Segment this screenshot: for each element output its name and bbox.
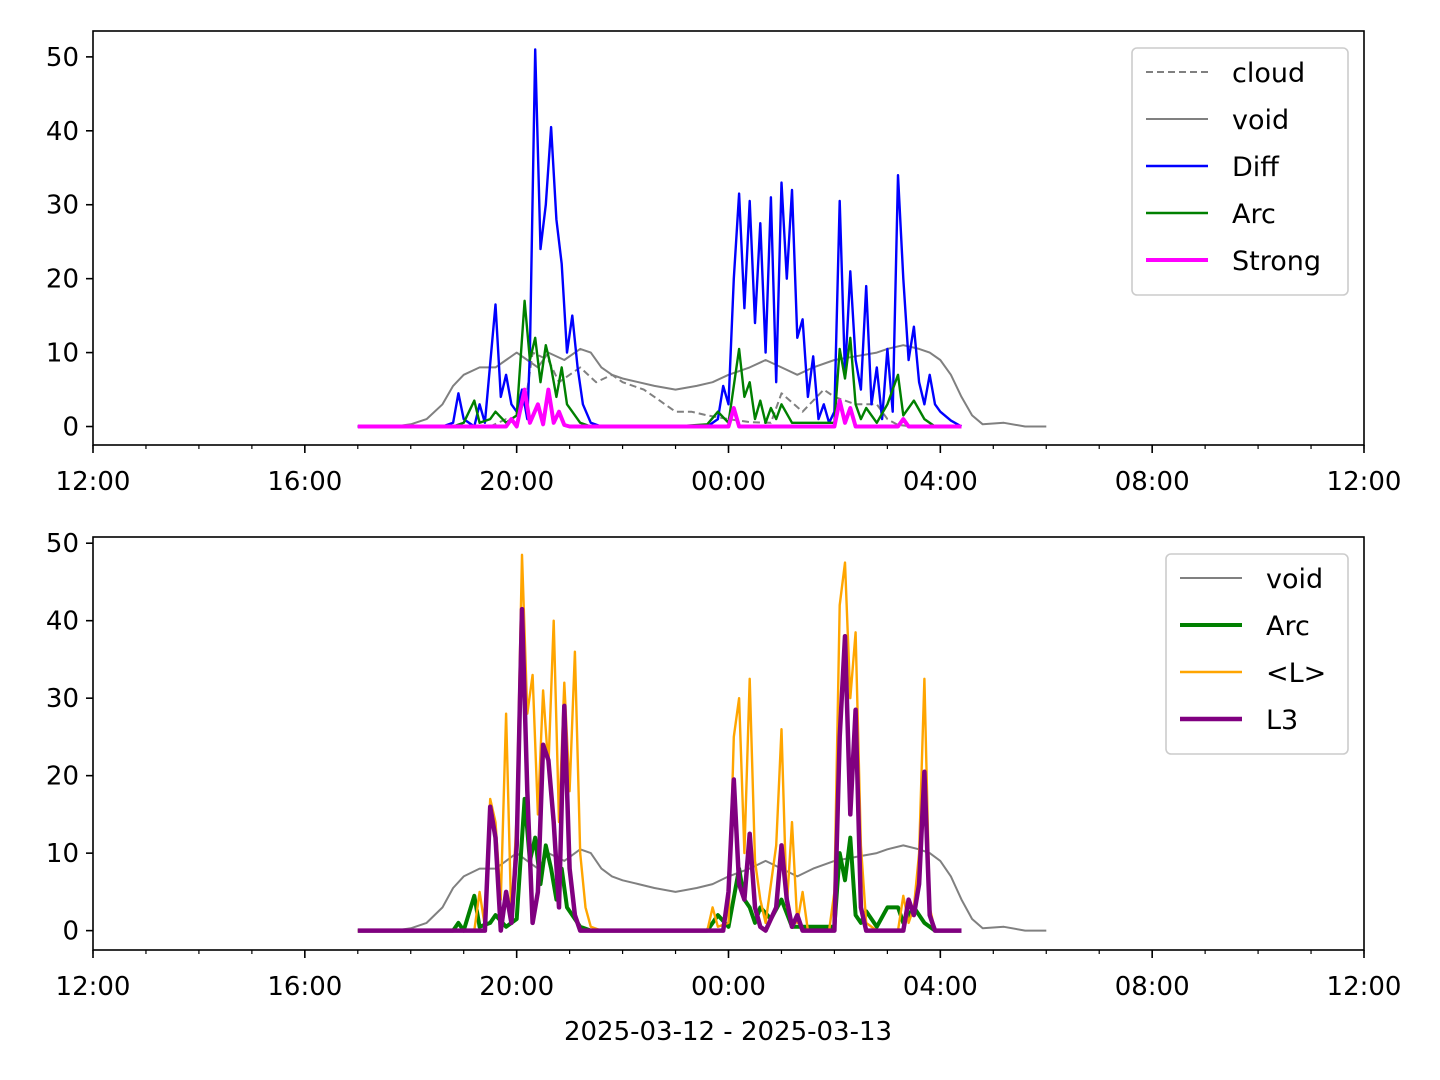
y-tick-label: 10: [46, 339, 79, 369]
legend-label: void: [1232, 105, 1289, 136]
legend-label: L3: [1266, 705, 1298, 736]
y-tick-label: 40: [46, 607, 79, 637]
x-tick-label: 20:00: [479, 972, 554, 1002]
y-tick-label: 40: [46, 117, 79, 147]
x-tick-label: 04:00: [903, 972, 978, 1002]
legend-label: Arc: [1232, 199, 1276, 230]
series-line-arc: [357, 796, 962, 933]
x-tick-label: 04:00: [903, 467, 978, 497]
series-line-void: [357, 344, 1047, 428]
y-tick-label: 0: [62, 917, 79, 947]
y-tick-label: 20: [46, 762, 79, 792]
series-line-l3: [357, 606, 962, 933]
series-line-strong: [357, 387, 962, 429]
series-line-void: [357, 844, 1047, 932]
legend-label: void: [1266, 564, 1323, 595]
legend: cloud void Diff Arc Strong: [1131, 47, 1349, 296]
legend-box: [1165, 553, 1349, 755]
x-tick-label: 08:00: [1115, 972, 1190, 1002]
x-tick-label: 12:00: [56, 972, 131, 1002]
bottom-panel: 0 10 20 30 40 50 12:00 16:00 20:00 00:00 04:00 08:0…: [46, 529, 1402, 1002]
legend-label: cloud: [1232, 58, 1305, 89]
legend-box: [1131, 47, 1349, 296]
x-tick-label: 00:00: [691, 467, 766, 497]
x-tick-label: 20:00: [479, 467, 554, 497]
x-axis-label: 2025-03-12 - 2025-03-13: [564, 1017, 892, 1047]
y-tick-label: 0: [62, 413, 79, 443]
x-tick-label: 12:00: [1327, 467, 1402, 497]
x-tick-label: 12:00: [56, 467, 131, 497]
series-line-l: [357, 553, 962, 932]
series-line-diff: [357, 48, 963, 428]
x-tick-label: 00:00: [691, 972, 766, 1002]
y-tick-label: 30: [46, 191, 79, 221]
x-tick-label: 16:00: [267, 467, 342, 497]
series-line-cloud: [357, 351, 914, 428]
legend-label: Arc: [1266, 611, 1310, 642]
y-tick-label: 20: [46, 265, 79, 295]
legend-label: Strong: [1232, 246, 1321, 277]
top-panel: 0 10 20 30 40 50 12:00 16:00 20:00 00:00 04:00 08:0…: [46, 30, 1402, 497]
y-tick-label: 50: [46, 529, 79, 559]
y-tick-label: 50: [46, 43, 79, 73]
series-line-arc: [357, 299, 962, 428]
legend: void Arc <L> L3: [1165, 553, 1349, 755]
legend-label: <L>: [1266, 658, 1326, 689]
y-tick-label: 30: [46, 684, 79, 714]
y-tick-label: 10: [46, 839, 79, 869]
x-tick-label: 16:00: [267, 972, 342, 1002]
x-tick-label: 08:00: [1115, 467, 1190, 497]
x-tick-label: 12:00: [1327, 972, 1402, 1002]
legend-label: Diff: [1232, 152, 1280, 183]
